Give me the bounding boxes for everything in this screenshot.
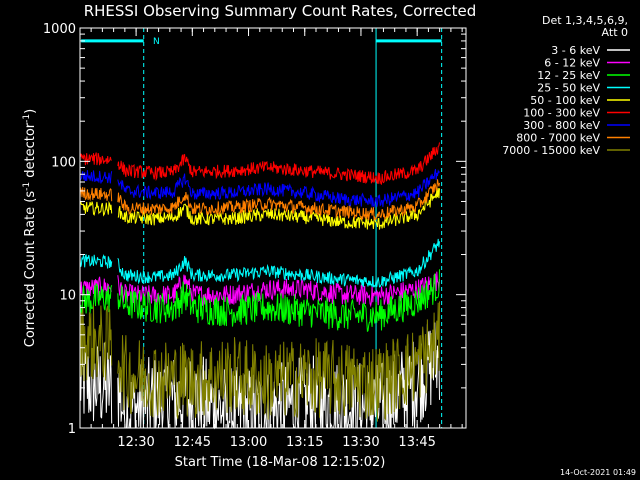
y-label-end: ) (23, 109, 38, 114)
legend-label-8: 7000 - 15000 keV (502, 144, 600, 157)
y-label-middle: detector (23, 122, 38, 182)
x-tick-label-4: 13:30 (342, 435, 379, 450)
chart-title: RHESSI Observing Summary Count Rates, Co… (84, 2, 477, 20)
legend-label-5: 100 - 300 keV (523, 107, 600, 120)
series-line-4 (79, 188, 440, 230)
legend-label-0: 3 - 6 keV (551, 44, 600, 57)
series-line-2 (79, 269, 440, 333)
footer-timestamp: 14-Oct-2021 01:49 (560, 468, 636, 477)
legend-label-1: 6 - 12 keV (544, 57, 600, 70)
plot-frame (79, 27, 467, 429)
x-tick-label-0: 12:30 (117, 435, 154, 450)
series-line-6 (79, 168, 440, 209)
legend-label-6: 300 - 800 keV (523, 119, 600, 132)
y-axis: 1 10 100 1000 (43, 22, 466, 437)
y-tick-label-3: 1000 (43, 22, 76, 37)
y-label-exp-2: -1 (22, 114, 32, 123)
legend-header-1: Att 0 (602, 26, 628, 39)
y-axis-label: Corrected Count Rate (s-1 detector-1) (22, 109, 38, 347)
series-line-5 (79, 142, 440, 185)
x-tick-label-3: 13:15 (286, 435, 323, 450)
x-tick-label-5: 13:45 (398, 435, 435, 450)
x-tick-label-2: 13:00 (230, 435, 267, 450)
legend-label-7: 800 - 7000 keV (516, 132, 600, 145)
series-group (79, 142, 440, 430)
annotation-n-label: N (153, 37, 160, 47)
x-tick-label-1: 12:45 (174, 435, 211, 450)
series-line-7 (79, 179, 440, 222)
y-tick-label-2: 100 (51, 155, 76, 170)
series-line-3 (79, 238, 440, 288)
legend-label-3: 25 - 50 keV (537, 82, 600, 95)
y-tick-label-1: 10 (59, 289, 76, 304)
y-label-exp-1: -1 (22, 182, 32, 191)
legend-label-4: 50 - 100 keV (530, 94, 600, 107)
y-label-main: Corrected Count Rate (s (23, 191, 38, 348)
legend-label-2: 12 - 25 keV (537, 69, 600, 82)
x-axis: 12:30 12:45 13:00 13:15 13:30 13:45 (90, 28, 463, 450)
x-axis-label: Start Time (18-Mar-08 12:15:02) (175, 455, 386, 470)
series-line-8 (79, 301, 440, 422)
y-tick-label-0: 1 (68, 422, 76, 437)
legend-header-0: Det 1,3,4,5,6,9, (542, 14, 628, 27)
